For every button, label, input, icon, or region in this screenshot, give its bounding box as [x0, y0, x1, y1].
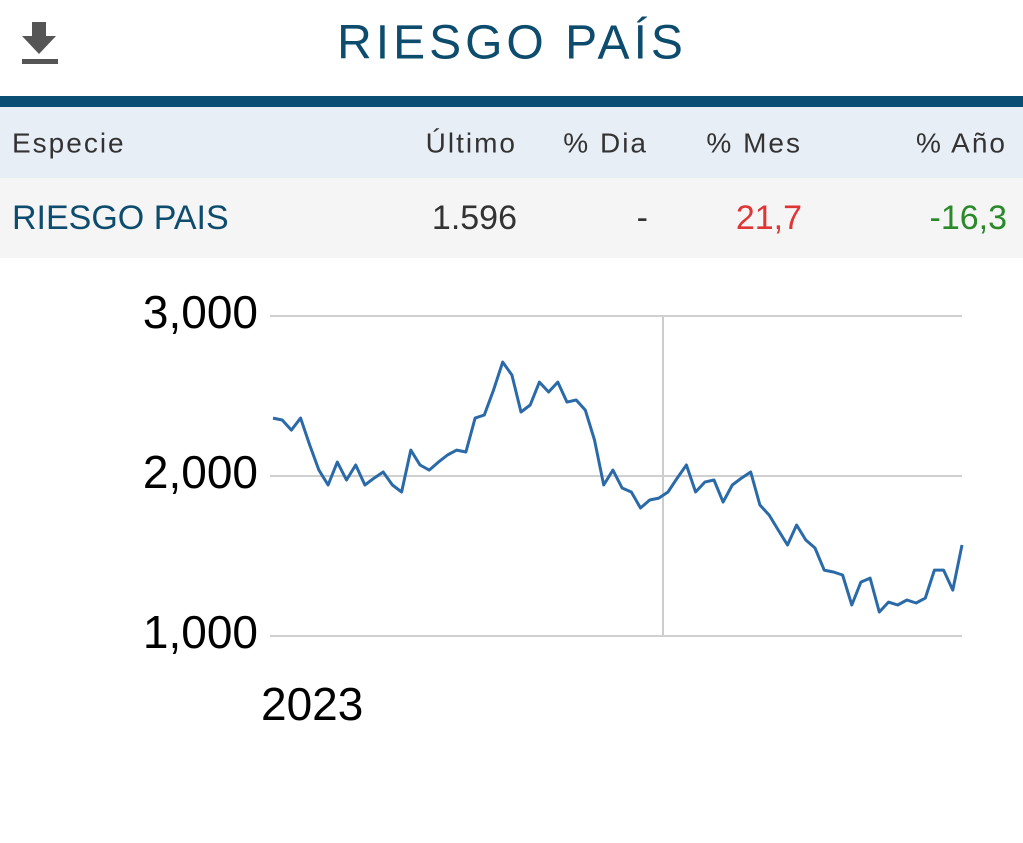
cell: RIESGO PAIS [12, 199, 229, 237]
column-header: % Año [916, 127, 1007, 158]
y-tick-label: 2,000 [143, 446, 258, 498]
x-tick-label: 2023 [261, 678, 363, 730]
chart: 1,000 2,000 3,000 2023 [143, 286, 964, 730]
column-header: Último [426, 127, 517, 158]
column-header: Especie [12, 127, 126, 158]
line [272, 360, 964, 614]
cell: 1.596 [432, 199, 517, 237]
cell: - [637, 199, 648, 237]
header-bar [0, 96, 1023, 107]
cell: 21,7 [736, 199, 802, 237]
y-tick-label: 1,000 [143, 606, 258, 658]
column-header: % Mes [706, 127, 802, 158]
title: RIESGO PAÍS [337, 17, 687, 70]
column-header: % Dia [563, 127, 648, 158]
cell: -16,3 [930, 199, 1008, 237]
table-header [0, 107, 1023, 178]
download-icon[interactable] [22, 22, 58, 64]
table-row [0, 178, 1023, 258]
y-tick-label: 3,000 [143, 286, 258, 338]
